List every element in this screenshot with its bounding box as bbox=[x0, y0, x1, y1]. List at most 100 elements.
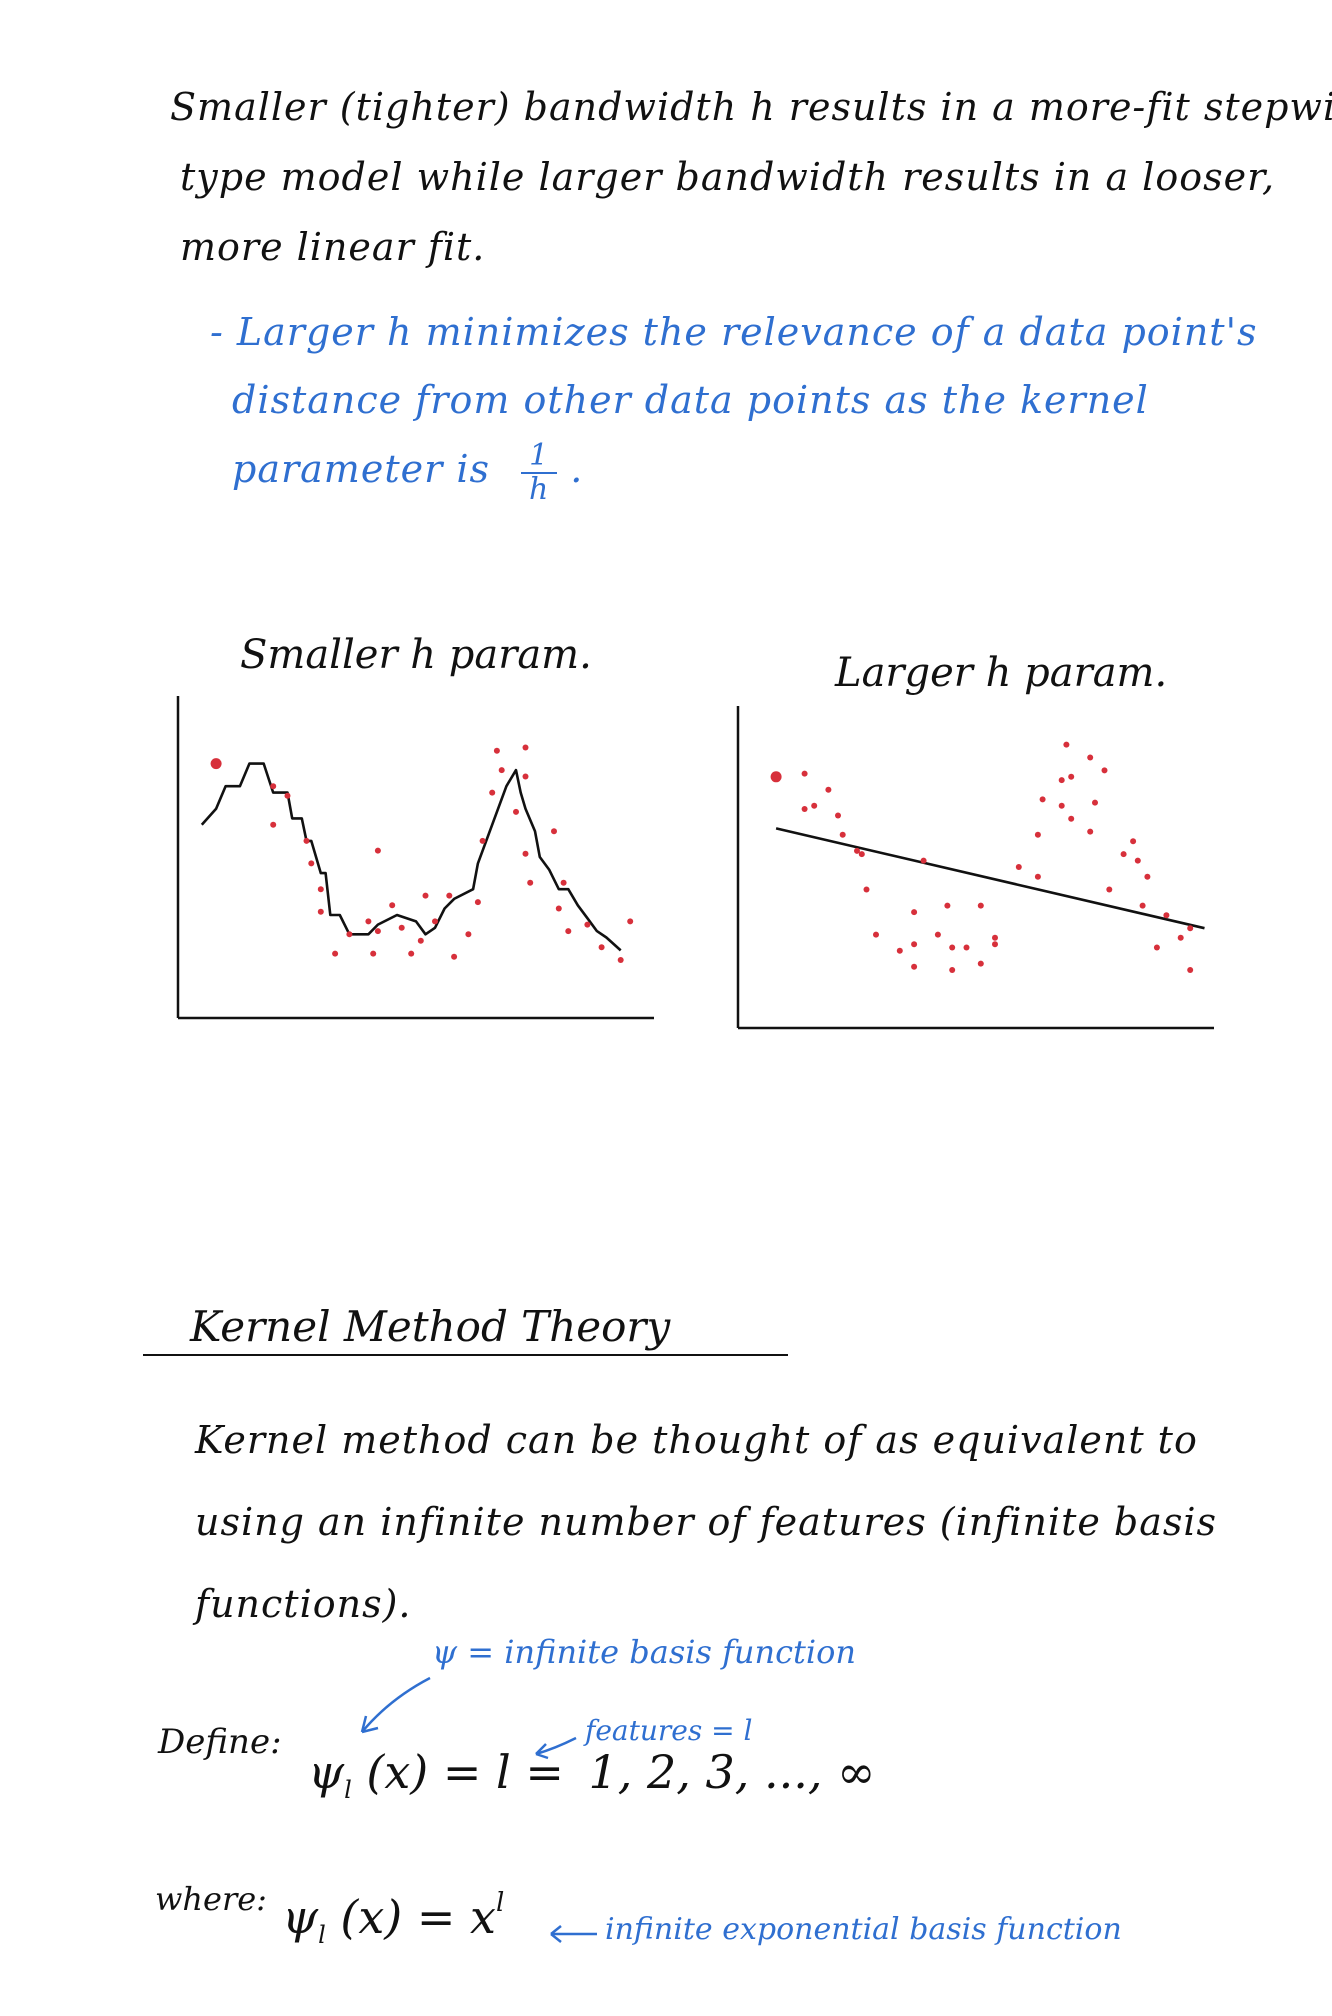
right-chart-data-point bbox=[944, 902, 951, 909]
left-chart-data-point bbox=[527, 879, 534, 886]
left-chart-data-point bbox=[210, 758, 222, 770]
psi-annotation: ψ = infinite basis function bbox=[432, 1633, 857, 1671]
right-chart-title: Larger h param. bbox=[835, 650, 1168, 696]
right-chart-data-point bbox=[1134, 857, 1141, 864]
right-chart-data-point bbox=[1177, 934, 1184, 941]
note-line-3-text: parameter is bbox=[232, 447, 490, 491]
left-chart-data-point bbox=[284, 792, 291, 799]
left-chart-data-point bbox=[270, 783, 277, 790]
left-chart-data-point bbox=[446, 892, 453, 899]
left-chart-title: Smaller h param. bbox=[240, 632, 592, 678]
left-chart-data-point bbox=[417, 937, 424, 944]
left-chart-data-point bbox=[555, 905, 562, 912]
features-annotation: features = l bbox=[585, 1714, 753, 1747]
right-chart-data-point bbox=[1163, 912, 1170, 919]
right-chart-data-point bbox=[1015, 864, 1022, 870]
intro-line-1: Smaller (tighter) bandwidth h results in… bbox=[170, 85, 1332, 129]
fraction-period: . bbox=[570, 447, 584, 491]
where-superscript: l bbox=[495, 1888, 505, 1918]
right-chart-data-point bbox=[1187, 967, 1194, 973]
right-kernel-chart bbox=[736, 706, 1214, 1030]
left-chart-data-point bbox=[346, 931, 353, 938]
define-values: 1, 2, 3, ..., ∞ bbox=[588, 1745, 876, 1799]
theory-line-2: using an infinite number of features (in… bbox=[195, 1500, 1218, 1544]
right-chart-data-point bbox=[863, 886, 870, 893]
section-underline bbox=[143, 1354, 788, 1356]
right-chart-data-point bbox=[1092, 799, 1098, 806]
define-argument: (x) = l = bbox=[366, 1745, 564, 1799]
left-chart-data-point bbox=[374, 847, 381, 854]
right-chart-data-point bbox=[934, 931, 941, 938]
right-chart-data-point bbox=[811, 802, 818, 809]
left-chart-data-point bbox=[317, 908, 324, 915]
right-chart-data-point bbox=[1039, 796, 1046, 803]
right-chart-data-point bbox=[1139, 902, 1146, 909]
fraction-numerator: 1 bbox=[521, 440, 558, 474]
left-chart-data-point bbox=[565, 928, 572, 935]
left-chart-data-point bbox=[308, 860, 315, 867]
left-chart-data-point bbox=[617, 957, 624, 963]
left-chart-data-point bbox=[474, 899, 481, 906]
left-chart-fit-line bbox=[200, 762, 622, 952]
left-chart-data-point bbox=[551, 828, 557, 835]
where-label: where: bbox=[155, 1880, 267, 1918]
right-chart-data-point bbox=[839, 831, 846, 838]
define-psi: ψ bbox=[308, 1745, 345, 1799]
left-chart-data-point bbox=[584, 921, 591, 928]
left-chart-data-point bbox=[513, 808, 519, 815]
intro-line-2: type model while larger bandwidth result… bbox=[180, 155, 1276, 199]
right-chart-data-point bbox=[1058, 802, 1065, 809]
left-chart-data-point bbox=[489, 789, 496, 796]
define-subscript: l bbox=[344, 1776, 352, 1804]
right-chart-data-point bbox=[963, 944, 970, 951]
right-chart-fit-line bbox=[775, 827, 1205, 930]
intro-line-3: more linear fit. bbox=[180, 225, 486, 269]
right-chart-data-point bbox=[1034, 831, 1041, 838]
left-chart-data-point bbox=[627, 918, 634, 925]
left-chart-data-point bbox=[332, 950, 339, 957]
left-chart-data-point bbox=[422, 892, 429, 899]
left-chart-data-point bbox=[270, 821, 277, 828]
right-chart-data-point bbox=[977, 960, 984, 967]
right-chart-data-point bbox=[1087, 828, 1094, 835]
right-chart-data-point bbox=[1106, 886, 1113, 893]
left-chart-data-point bbox=[522, 773, 529, 780]
right-chart-data-point bbox=[825, 786, 832, 793]
right-chart-data-point bbox=[770, 771, 782, 783]
left-chart-data-point bbox=[408, 950, 415, 957]
right-chart-data-point bbox=[1063, 741, 1070, 748]
right-chart-data-point bbox=[1130, 838, 1137, 845]
left-chart-data-point bbox=[370, 950, 377, 957]
right-chart-data-point bbox=[911, 941, 918, 948]
exp-note-arrow-icon bbox=[550, 1925, 597, 1943]
right-chart-data-point bbox=[949, 944, 956, 951]
left-chart-data-point bbox=[432, 918, 438, 925]
where-equation: ψl (x) = xl bbox=[282, 1888, 504, 1949]
left-chart-data-point bbox=[522, 744, 529, 751]
where-subscript: l bbox=[318, 1921, 326, 1949]
right-chart-data-point bbox=[949, 967, 956, 973]
right-chart-data-point bbox=[1153, 944, 1160, 951]
right-chart-data-point bbox=[1144, 873, 1151, 880]
right-chart-data-point bbox=[801, 806, 808, 812]
features-arrow-icon bbox=[535, 1736, 577, 1760]
left-chart-data-point bbox=[365, 918, 372, 925]
right-chart-data-point bbox=[992, 934, 998, 941]
where-psi: ψ bbox=[282, 1890, 319, 1944]
right-chart-data-point bbox=[911, 909, 918, 916]
right-chart-data-point bbox=[1058, 777, 1065, 784]
left-chart-data-point bbox=[560, 879, 567, 886]
left-chart-data-point bbox=[317, 886, 324, 893]
right-chart-data-point bbox=[911, 963, 918, 970]
psi-annotation-arrow-icon bbox=[360, 1676, 431, 1734]
right-chart-data-point bbox=[1101, 767, 1108, 774]
right-chart-data-point bbox=[992, 941, 998, 948]
left-chart-data-point bbox=[493, 747, 500, 754]
define-label: Define: bbox=[158, 1722, 282, 1762]
right-chart-data-point bbox=[835, 812, 841, 819]
note-line-3: parameter is 1 h . bbox=[232, 440, 583, 505]
left-chart-data-point bbox=[498, 767, 505, 774]
left-kernel-chart bbox=[176, 696, 654, 1020]
right-chart-data-point bbox=[1068, 815, 1075, 822]
section-title: Kernel Method Theory bbox=[190, 1302, 671, 1351]
